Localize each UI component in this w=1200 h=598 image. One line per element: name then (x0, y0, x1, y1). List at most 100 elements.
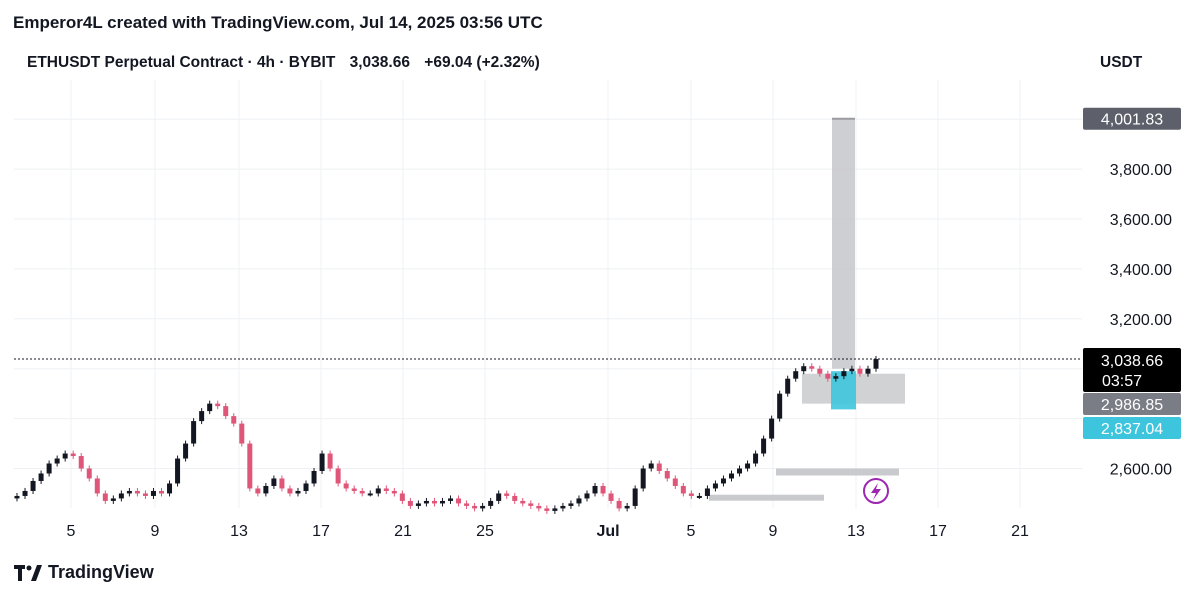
tradingview-brand[interactable]: TradingView (14, 562, 154, 583)
x-tick-label: 13 (847, 523, 865, 540)
candle-body (704, 488, 710, 496)
candle-body (110, 498, 116, 501)
x-axis-labels: 5 9 13 17 21 25 Jul 5 9 13 17 21 (67, 523, 1029, 540)
candle-body (584, 493, 590, 499)
target-box (832, 119, 855, 369)
tag-countdown: 03:57 (1102, 373, 1142, 390)
x-tick-label: 5 (67, 523, 76, 540)
candle-body (841, 371, 847, 377)
candle-body (14, 495, 20, 499)
candle-body (857, 368, 863, 374)
candle-body (632, 488, 638, 506)
candle-body (54, 458, 60, 464)
candle-body (134, 490, 140, 494)
candle-body (616, 500, 622, 509)
y-axis-labels: 2,600.00 3,200.00 3,400.00 3,600.00 3,800.00 (1110, 162, 1172, 478)
y-tick-label: 3,600.00 (1110, 212, 1172, 229)
y-tick-label: 3,400.00 (1110, 262, 1172, 279)
candle-body (753, 453, 759, 464)
candle-body (439, 500, 445, 504)
candle-body (552, 508, 558, 511)
x-tick-label: 9 (769, 523, 778, 540)
x-tick-label: 25 (476, 523, 494, 540)
candle-body (696, 495, 702, 498)
candle-body (255, 488, 261, 494)
candle-body (520, 500, 526, 504)
candle-body (279, 478, 285, 489)
candle-body (624, 505, 630, 509)
candle-body (271, 478, 277, 486)
tag-current-price: 3,038.66 (1101, 353, 1163, 370)
candle-body (102, 493, 108, 501)
candle-body (207, 403, 213, 412)
candle-body (737, 468, 743, 474)
candle-body (343, 483, 349, 489)
candle-body (728, 473, 734, 479)
candle-body (592, 485, 598, 494)
tradingview-logo-icon (14, 564, 42, 581)
x-tick-label: Jul (596, 523, 619, 540)
candle-body (303, 483, 309, 491)
candle-body (175, 458, 181, 484)
brand-label: TradingView (48, 562, 154, 582)
candle-body (142, 493, 148, 496)
chart-credit: Emperor4L created with TradingView.com, … (13, 13, 543, 32)
candle-body (30, 480, 36, 491)
candle-body (568, 503, 574, 506)
candle-body (191, 421, 197, 444)
candle-body (720, 478, 726, 484)
candle-body (335, 468, 341, 484)
candle-body (46, 463, 52, 474)
candle-body (183, 443, 189, 459)
candle-body (777, 393, 783, 419)
axis-unit: USDT (1100, 54, 1143, 71)
candle-body (407, 500, 413, 506)
candle-body (367, 493, 373, 496)
candle-body (608, 493, 614, 501)
lightning-icon[interactable] (863, 478, 889, 504)
y-tick-label: 3,200.00 (1110, 312, 1172, 329)
candle-body (801, 366, 807, 372)
candle-body (159, 490, 165, 494)
x-tick-label: 17 (929, 523, 947, 540)
candle-body (793, 371, 799, 379)
candle-body (825, 373, 831, 379)
tag-target: 4,001.83 (1101, 112, 1163, 129)
symbol-change: +69.04 (+2.32%) (424, 54, 540, 71)
candle-body (295, 490, 301, 494)
candle-body (688, 493, 694, 496)
candle-body (126, 490, 132, 494)
candle-body (576, 498, 582, 504)
candle-body (785, 378, 791, 394)
symbol-name[interactable]: ETHUSDT Perpetual Contract · 4h · BYBIT (27, 54, 336, 71)
candle-body (351, 488, 357, 491)
candle-body (833, 376, 839, 379)
x-tick-label: 21 (1011, 523, 1029, 540)
zone-boxes (709, 117, 905, 501)
candle-body (536, 505, 542, 509)
x-tick-label: 9 (151, 523, 160, 540)
candle-body (199, 411, 205, 422)
x-tick-label: 21 (394, 523, 412, 540)
candle-body (215, 403, 221, 407)
tag-current-bg (1083, 348, 1181, 392)
candle-body (680, 485, 686, 494)
candle-body (62, 453, 68, 459)
candle-body (600, 485, 606, 494)
candle-body (480, 505, 486, 509)
candle-body (769, 418, 775, 439)
candle-body (231, 416, 237, 424)
candle-body (873, 359, 879, 369)
candle-body (664, 470, 670, 479)
candle-body (865, 368, 871, 374)
x-tick-label: 13 (230, 523, 248, 540)
symbol-price: 3,038.66 (349, 54, 410, 71)
candle-body (761, 438, 767, 454)
candle-body (496, 493, 502, 501)
candle-body (415, 503, 421, 506)
candles (14, 356, 879, 514)
candle-body (464, 503, 470, 506)
candle-body (319, 453, 325, 471)
candle-body (423, 500, 429, 504)
